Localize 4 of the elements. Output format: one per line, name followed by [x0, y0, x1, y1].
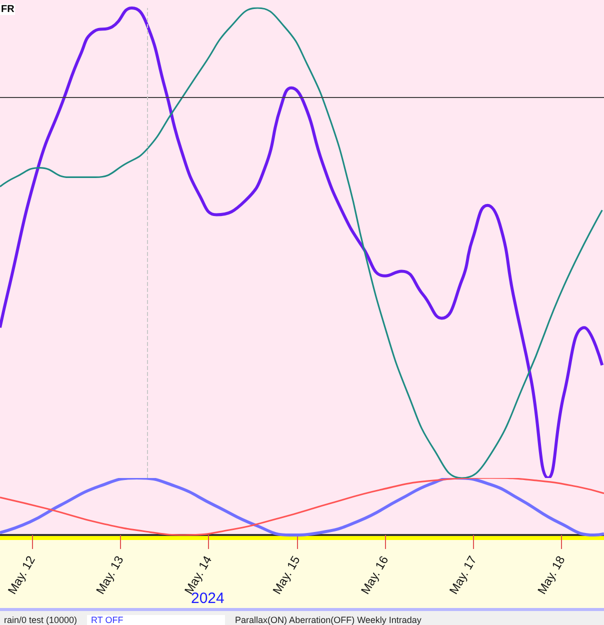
text: Parallax(ON) Aberration(OFF) Weekly Intraday	[234, 614, 422, 624]
text: RT OFF	[87, 614, 226, 624]
text: rain/0 test (10000)	[3, 614, 78, 624]
annotation: FR	[0, 4, 16, 15]
